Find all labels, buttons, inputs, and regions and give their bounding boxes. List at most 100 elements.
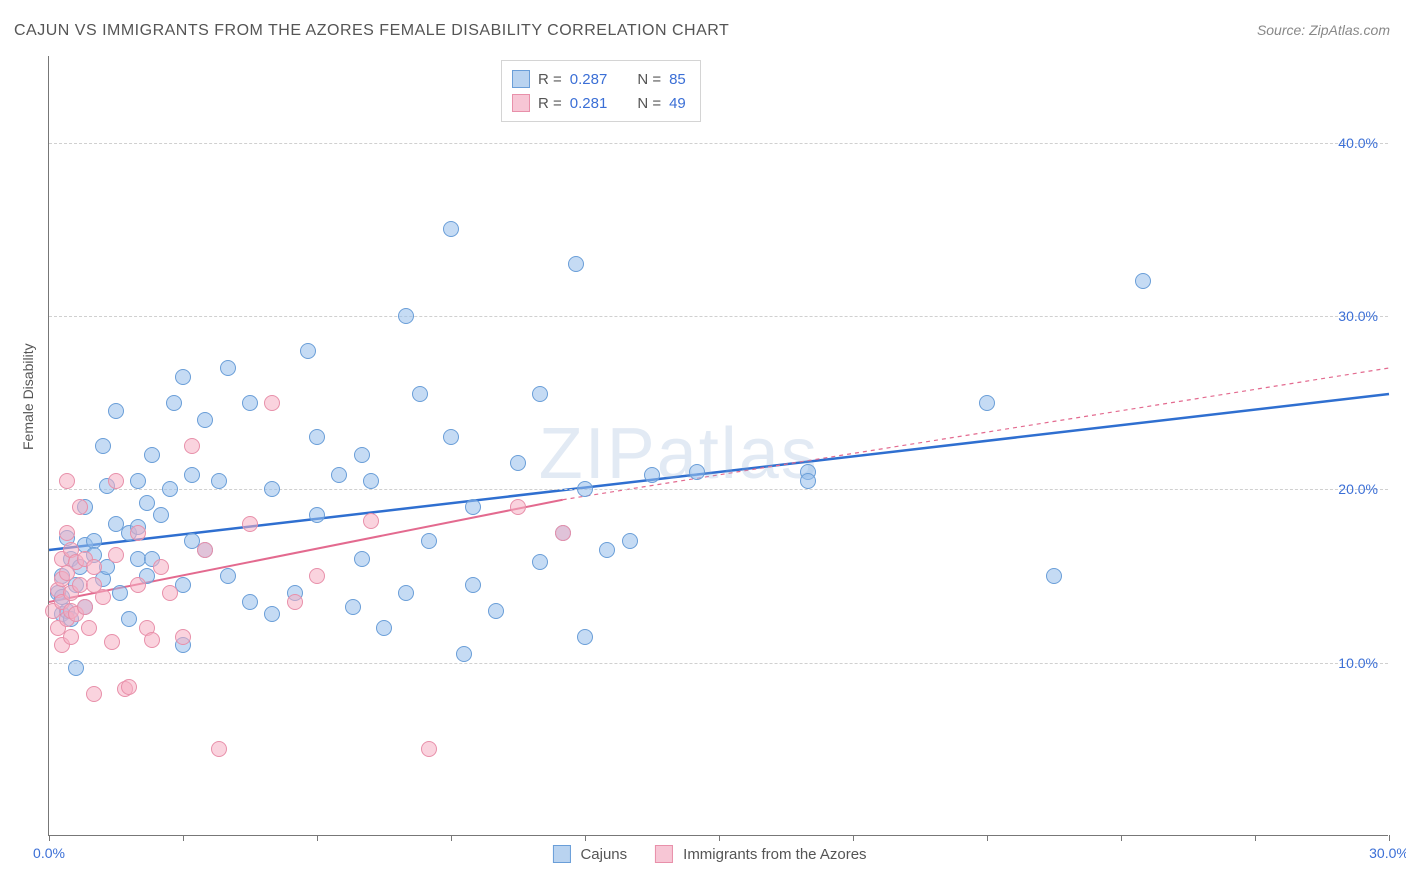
x-tick xyxy=(987,835,988,841)
azores-point xyxy=(108,547,124,563)
azores-point xyxy=(211,741,227,757)
cajuns-point xyxy=(689,464,705,480)
azores-point xyxy=(130,525,146,541)
cajuns-point xyxy=(345,599,361,615)
cajuns-point xyxy=(510,455,526,471)
cajuns-point xyxy=(577,629,593,645)
azores-point xyxy=(121,679,137,695)
cajuns-point xyxy=(443,429,459,445)
plot-svg xyxy=(49,56,1388,835)
x-tick xyxy=(853,835,854,841)
n-label: N = xyxy=(637,95,661,112)
azores-swatch xyxy=(655,845,673,863)
azores-point xyxy=(86,559,102,575)
r-value: 0.287 xyxy=(570,71,608,88)
cajuns-point xyxy=(108,403,124,419)
x-tick xyxy=(1255,835,1256,841)
plot-area: 10.0%20.0%30.0%40.0%0.0%30.0%ZIPatlasR =… xyxy=(48,56,1388,836)
cajuns-point xyxy=(398,308,414,324)
cajuns-point xyxy=(488,603,504,619)
x-tick xyxy=(719,835,720,841)
n-label: N = xyxy=(637,71,661,88)
x-tick xyxy=(451,835,452,841)
cajuns-point xyxy=(412,386,428,402)
cajuns-point xyxy=(242,395,258,411)
cajuns-point xyxy=(211,473,227,489)
cajuns-point xyxy=(354,551,370,567)
x-tick-label: 0.0% xyxy=(33,845,65,861)
azores-point xyxy=(264,395,280,411)
cajuns-point xyxy=(398,585,414,601)
r-value: 0.281 xyxy=(570,95,608,112)
cajuns-point xyxy=(599,542,615,558)
azores-legend-label: Immigrants from the Azores xyxy=(683,846,866,863)
cajuns-point xyxy=(532,386,548,402)
cajuns-point xyxy=(175,577,191,593)
cajuns-point xyxy=(166,395,182,411)
azores-point xyxy=(81,620,97,636)
cajuns-point xyxy=(264,481,280,497)
azores-point xyxy=(59,473,75,489)
cajuns-point xyxy=(95,438,111,454)
cajuns-point xyxy=(68,660,84,676)
cajuns-point xyxy=(130,473,146,489)
cajuns-point xyxy=(363,473,379,489)
n-value: 85 xyxy=(669,71,686,88)
azores-point xyxy=(555,525,571,541)
x-tick xyxy=(1389,835,1390,841)
azores-point xyxy=(108,473,124,489)
y-tick-label: 20.0% xyxy=(1338,481,1378,497)
azores-point xyxy=(153,559,169,575)
r-label: R = xyxy=(538,95,562,112)
azores-point xyxy=(184,438,200,454)
cajuns-point xyxy=(264,606,280,622)
azores-point xyxy=(86,686,102,702)
cajuns-point xyxy=(242,594,258,610)
cajuns-point xyxy=(800,473,816,489)
cajuns-point xyxy=(197,412,213,428)
cajuns-point xyxy=(162,481,178,497)
azores-point xyxy=(144,632,160,648)
cajuns-point xyxy=(309,507,325,523)
r-label: R = xyxy=(538,71,562,88)
cajuns-point xyxy=(443,221,459,237)
x-tick xyxy=(1121,835,1122,841)
azores-point xyxy=(287,594,303,610)
gridline xyxy=(49,316,1388,317)
source-name: ZipAtlas.com xyxy=(1309,22,1390,38)
cajuns-point xyxy=(220,568,236,584)
legend-row-cajuns: R = 0.287 N = 85 xyxy=(512,67,686,91)
cajuns-point xyxy=(568,256,584,272)
cajuns-point xyxy=(112,585,128,601)
x-tick xyxy=(49,835,50,841)
cajuns-point xyxy=(644,467,660,483)
cajuns-point xyxy=(465,577,481,593)
source-attribution: Source: ZipAtlas.com xyxy=(1257,22,1390,38)
gridline xyxy=(49,663,1388,664)
x-tick-label: 30.0% xyxy=(1369,845,1406,861)
azores-point xyxy=(363,513,379,529)
azores-point xyxy=(77,599,93,615)
cajuns-point xyxy=(532,554,548,570)
azores-point xyxy=(175,629,191,645)
n-value: 49 xyxy=(669,95,686,112)
gridline xyxy=(49,489,1388,490)
cajuns-point xyxy=(577,481,593,497)
cajuns-point xyxy=(220,360,236,376)
x-tick xyxy=(317,835,318,841)
cajuns-point xyxy=(421,533,437,549)
cajuns-point xyxy=(309,429,325,445)
cajuns-point xyxy=(153,507,169,523)
y-tick-label: 30.0% xyxy=(1338,308,1378,324)
cajuns-point xyxy=(1046,568,1062,584)
cajuns-point xyxy=(1135,273,1151,289)
cajuns-point xyxy=(300,343,316,359)
cajuns-point xyxy=(121,611,137,627)
azores-point xyxy=(309,568,325,584)
chart-title: CAJUN VS IMMIGRANTS FROM THE AZORES FEMA… xyxy=(14,22,729,40)
cajuns-point xyxy=(331,467,347,483)
cajuns-legend-label: Cajuns xyxy=(580,846,627,863)
y-tick-label: 10.0% xyxy=(1338,655,1378,671)
x-tick xyxy=(183,835,184,841)
cajuns-swatch xyxy=(512,70,530,88)
